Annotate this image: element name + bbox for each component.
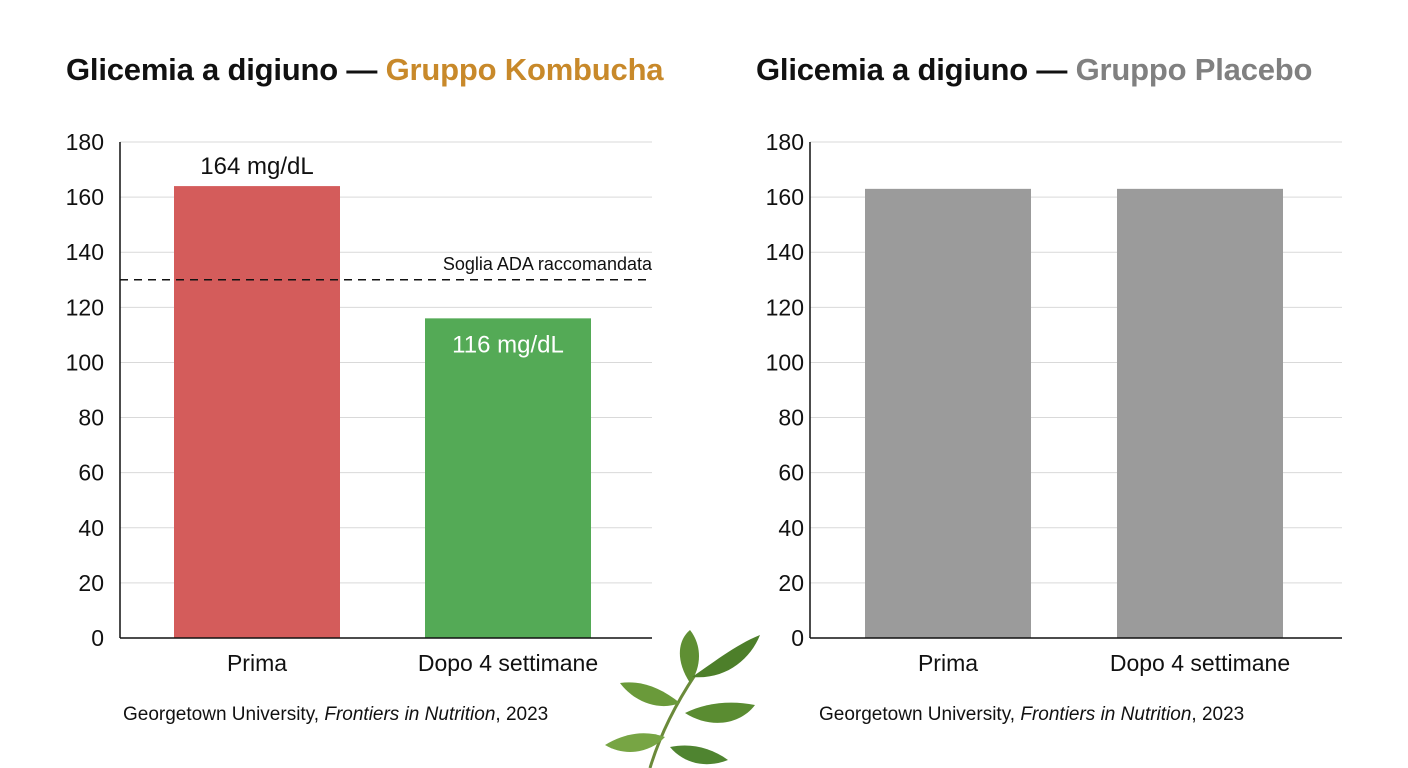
y-tick-label: 100	[766, 349, 804, 375]
y-tick-label: 160	[66, 184, 104, 210]
category-label: Prima	[918, 650, 978, 676]
y-tick-label: 0	[91, 625, 104, 651]
y-tick-label: 20	[78, 570, 104, 596]
data-label: 116 mg/dL	[452, 331, 564, 358]
y-tick-label: 120	[766, 294, 804, 320]
chart-title-main: Glicemia a digiuno —	[66, 52, 386, 87]
category-label: Prima	[227, 650, 287, 676]
y-tick-label: 180	[66, 129, 104, 155]
source-journal: Frontiers in Nutrition	[324, 704, 496, 725]
y-tick-label: 140	[66, 239, 104, 265]
y-tick-label: 80	[78, 405, 104, 431]
y-tick-label: 80	[778, 405, 804, 431]
source-prefix: Georgetown University,	[819, 704, 1021, 725]
bar-dopo	[1117, 188, 1283, 638]
bar-dopo	[425, 318, 591, 638]
leaf-sprig-icon	[605, 630, 760, 768]
bar-chart-placebo: 0 20 40 60 80 100 120 140 160 180 Prima Dopo 4 sett…	[766, 129, 1342, 676]
y-tick-label: 100	[66, 349, 104, 375]
bar-prima	[174, 186, 340, 639]
y-tick-label: 180	[766, 129, 804, 155]
chart-panel-placebo: Glicemia a digiuno — Gruppo Placebo 0 20 4…	[704, 0, 1408, 768]
chart-title-kombucha: Glicemia a digiuno — Gruppo Kombucha	[66, 52, 664, 88]
bar-chart-kombucha: 0 20 40 60 80 100 120 140 160 180 Soglia ADA racco…	[66, 129, 653, 676]
bar-prima	[865, 188, 1031, 638]
y-tick-label: 0	[791, 625, 804, 651]
chart-title-placebo: Glicemia a digiuno — Gruppo Placebo	[756, 52, 1312, 88]
source-suffix: , 2023	[495, 704, 549, 725]
category-label: Dopo 4 settimane	[418, 650, 598, 676]
y-tick-label: 20	[778, 570, 804, 596]
y-tick-label: 160	[766, 184, 804, 210]
y-tick-label: 120	[66, 294, 104, 320]
y-tick-label: 40	[778, 515, 804, 541]
chart-panel-kombucha: Glicemia a digiuno — Gruppo Kombucha 0 20…	[66, 52, 664, 726]
chart-title-accent: Gruppo Placebo	[1075, 52, 1313, 87]
source-citation-placebo: Georgetown University, Frontiers in Nutr…	[819, 704, 1244, 726]
y-tick-label: 140	[766, 239, 804, 265]
data-label: 164 mg/dL	[200, 153, 313, 180]
chart-title-accent: Gruppo Kombucha	[385, 52, 664, 87]
source-journal: Frontiers in Nutrition	[1020, 704, 1192, 725]
source-prefix: Georgetown University,	[123, 704, 325, 725]
chart-title-main: Glicemia a digiuno —	[756, 52, 1076, 87]
reference-line-label: Soglia ADA raccomandata	[443, 254, 653, 274]
y-tick-label: 40	[78, 515, 104, 541]
source-suffix: , 2023	[1191, 704, 1245, 725]
y-tick-label: 60	[78, 460, 104, 486]
source-citation-kombucha: Georgetown University, Frontiers in Nutr…	[123, 704, 548, 726]
category-label: Dopo 4 settimane	[1110, 650, 1290, 676]
y-tick-label: 60	[778, 460, 804, 486]
